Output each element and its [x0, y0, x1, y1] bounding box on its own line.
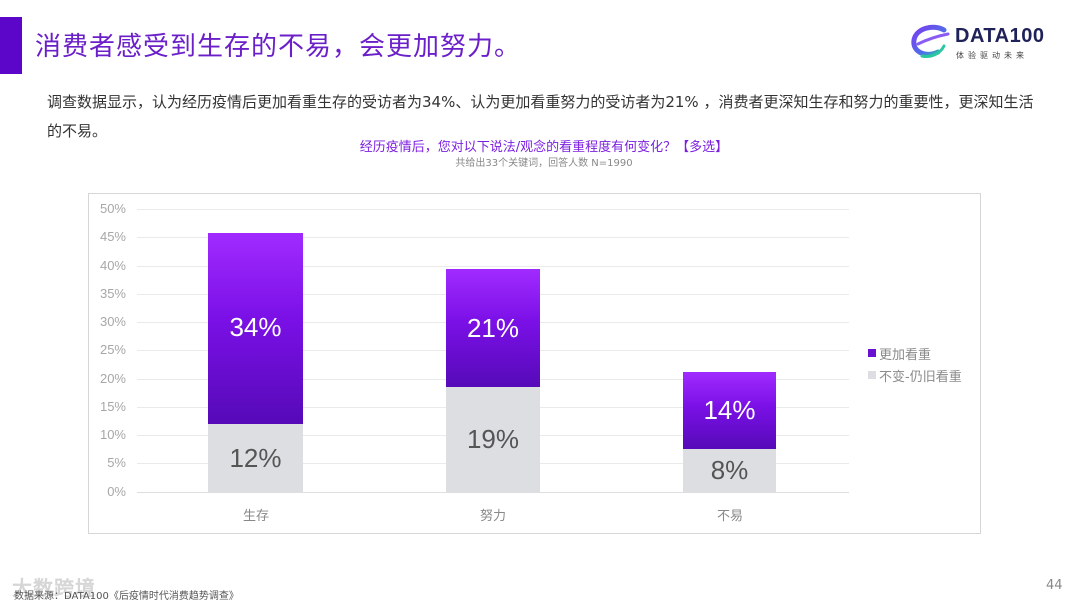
- legend-label: 不变-仍旧看重: [879, 369, 962, 385]
- gridline: [137, 237, 849, 238]
- bar-label: 8%: [710, 455, 749, 485]
- title-accent-bar: [0, 17, 22, 74]
- bar-label: 14%: [703, 395, 756, 425]
- legend-item-more: 更加看重: [868, 342, 962, 364]
- y-tick-50: 50%: [99, 201, 126, 216]
- bar-nuli-more: 21%: [446, 269, 540, 387]
- bar-shengcun-same: 12%: [208, 424, 303, 492]
- y-tick-40: 40%: [99, 258, 126, 273]
- x-label-nuli: 努力: [479, 509, 506, 524]
- chart-subtitle: 共给出33个关键词，回答人数 N=1990: [0, 154, 1080, 169]
- bar-label: 21%: [466, 312, 520, 343]
- bar-label: 34%: [229, 312, 282, 342]
- bar-shengcun-more: 34%: [208, 233, 303, 424]
- chart-title-text: 经历疫情后，您对以下说法/观念的看重程度有何变化？【多选】: [359, 140, 729, 155]
- legend-swatch-icon: [868, 349, 876, 357]
- chart-subtitle-text: 共给出33个关键词，回答人数 N=1990: [455, 158, 633, 169]
- y-tick-25: 25%: [99, 342, 126, 357]
- bar-label: 12%: [229, 442, 282, 473]
- logo-tagline: 体验驱动未来: [956, 51, 1028, 60]
- summary-paragraph: 调查数据显示，认为经历疫情后更加看重生存的受访者为34%、认为更加看重努力的受访…: [47, 93, 1034, 140]
- watermark: 大数跨境: [12, 576, 96, 600]
- page-title: 消费者感受到生存的不易，会更加努力。: [35, 32, 522, 62]
- y-tick-10: 10%: [99, 427, 126, 442]
- y-tick-5: 5%: [107, 455, 126, 470]
- x-label-buyi: 不易: [716, 509, 743, 524]
- y-tick-0: 0%: [107, 484, 126, 499]
- chart-legend: 更加看重 不变-仍旧看重: [868, 342, 962, 386]
- y-tick-15: 15%: [99, 399, 126, 414]
- logo-wordmark: DATA100: [955, 25, 1045, 47]
- bar-buyi-same: 8%: [683, 449, 776, 492]
- chart-title: 经历疫情后，您对以下说法/观念的看重程度有何变化？【多选】: [0, 136, 1080, 155]
- data-source-note: 数据来源：DATA100《后疫情时代消费趋势调查》: [14, 591, 239, 602]
- y-tick-45: 45%: [99, 229, 126, 244]
- y-tick-20: 20%: [99, 371, 126, 386]
- gridline: [137, 209, 849, 210]
- y-tick-35: 35%: [99, 286, 126, 301]
- legend-swatch-icon: [868, 371, 876, 379]
- gridline: [137, 266, 849, 267]
- bar-label: 19%: [466, 424, 520, 454]
- legend-item-same: 不变-仍旧看重: [868, 364, 962, 386]
- logo-swirl-icon: [911, 24, 950, 58]
- bar-nuli-same: 19%: [446, 387, 540, 492]
- x-axis-line: [137, 492, 849, 493]
- page-number: 44: [1046, 578, 1063, 593]
- x-label-shengcun: 生存: [242, 509, 269, 524]
- data100-logo: DATA100 体验驱动未来: [908, 22, 1048, 66]
- y-tick-30: 30%: [99, 314, 126, 329]
- bar-buyi-more: 14%: [683, 372, 776, 449]
- legend-label: 更加看重: [879, 347, 932, 363]
